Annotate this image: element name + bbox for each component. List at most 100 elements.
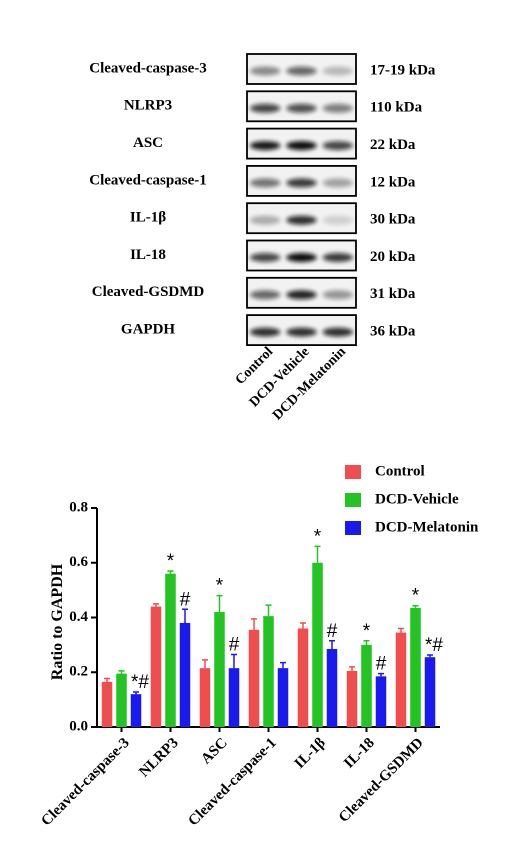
blot-band: [286, 327, 317, 337]
blot-band: [322, 253, 354, 262]
significance-mark: *: [412, 586, 420, 607]
blot-band: [286, 290, 317, 300]
bar: [326, 648, 338, 727]
bar: [277, 668, 289, 727]
blot-band: [322, 215, 354, 225]
bar: [228, 668, 240, 727]
bar: [410, 607, 421, 727]
blot-band: [249, 327, 281, 337]
protein-label: GAPDH: [121, 322, 175, 338]
blot-band: [249, 141, 281, 151]
significance-mark: *: [314, 526, 322, 547]
error-bar: [251, 618, 257, 630]
molecular-weight: 17-19 kDa: [370, 62, 436, 78]
error-bar: [378, 672, 384, 677]
bar: [312, 562, 323, 727]
y-tick-label: 0.4: [69, 609, 88, 625]
error-bar: [216, 594, 223, 613]
bar: [263, 616, 274, 727]
significance-mark: #: [327, 621, 338, 642]
significance-mark: *#: [131, 672, 149, 693]
bar: [165, 573, 176, 727]
bar: [375, 676, 387, 727]
bar: [101, 681, 113, 727]
significance-mark: #: [180, 589, 191, 610]
legend-label: DCD-Vehicle: [375, 491, 459, 507]
error-bar: [363, 640, 370, 645]
blot-band: [286, 178, 317, 188]
significance-mark: #: [376, 654, 387, 675]
x-tick-label: Cleaved-caspase-1: [185, 735, 279, 829]
bar: [199, 668, 211, 727]
legend-label: DCD-Melatonin: [375, 519, 479, 535]
blot-band: [249, 290, 281, 300]
y-tick-label: 0.2: [69, 664, 88, 680]
blot-band: [322, 141, 354, 151]
protein-label: IL-1β: [130, 210, 166, 226]
protein-label: IL-18: [130, 247, 166, 263]
error-bar: [300, 622, 306, 629]
x-tick-label: NLRP3: [136, 735, 181, 780]
significance-mark: *: [363, 621, 371, 642]
error-bar: [182, 608, 188, 623]
error-bar: [349, 666, 355, 671]
bar: [346, 670, 358, 727]
y-tick-label: 0.6: [69, 554, 88, 570]
blot-band: [249, 215, 281, 225]
blot-band: [322, 178, 354, 188]
error-bar: [398, 627, 404, 633]
molecular-weight: 30 kDa: [370, 212, 416, 228]
molecular-weight: 12 kDa: [370, 174, 416, 190]
y-tick-label: 0.8: [69, 499, 88, 515]
protein-label: Cleaved-caspase-1: [89, 172, 206, 188]
bar: [248, 629, 260, 727]
significance-mark: *: [216, 576, 224, 597]
error-bar: [167, 570, 174, 574]
blot-band: [286, 103, 317, 113]
blot-band: [286, 141, 317, 151]
molecular-weight: 36 kDa: [370, 324, 416, 340]
x-tick-label: IL-1β: [292, 735, 329, 772]
molecular-weight: 20 kDa: [370, 249, 416, 265]
significance-mark: #: [229, 634, 240, 655]
significance-mark: *#: [425, 635, 443, 656]
bar: [297, 628, 309, 727]
blot-band: [249, 103, 281, 113]
error-bar: [153, 603, 159, 607]
bar: [150, 606, 162, 727]
bar: [116, 673, 127, 727]
blot-band: [322, 66, 354, 76]
molecular-weight: 22 kDa: [370, 137, 416, 153]
blot-band: [322, 290, 354, 300]
y-axis-label: Ratio to GAPDH: [49, 563, 66, 680]
error-bar: [231, 653, 237, 669]
error-bar: [329, 640, 335, 649]
protein-label: Cleaved-GSDMD: [92, 284, 205, 300]
x-tick-label: Cleaved-GSDMD: [336, 735, 427, 826]
y-tick-label: 0.0: [69, 718, 88, 734]
blot-band: [249, 253, 281, 262]
significance-mark: *: [167, 551, 175, 572]
error-bar: [202, 659, 208, 669]
blot-band: [286, 253, 317, 262]
blot-band: [322, 103, 354, 113]
molecular-weight: 110 kDa: [370, 100, 423, 116]
legend-label: Control: [375, 463, 425, 479]
error-bar: [412, 604, 419, 608]
bar: [130, 694, 142, 727]
bar: [214, 612, 225, 727]
bar: [395, 632, 407, 727]
error-bar: [314, 545, 321, 563]
protein-label: ASC: [133, 135, 163, 151]
bar: [424, 657, 436, 727]
error-bar: [104, 677, 110, 682]
blot-band: [322, 327, 354, 337]
legend-swatch: [345, 521, 361, 535]
x-tick-label: ASC: [198, 735, 231, 768]
blot-band: [286, 215, 317, 225]
bar: [361, 644, 372, 727]
error-bar: [265, 604, 272, 617]
blot-band: [286, 66, 317, 76]
bar: [179, 622, 191, 727]
